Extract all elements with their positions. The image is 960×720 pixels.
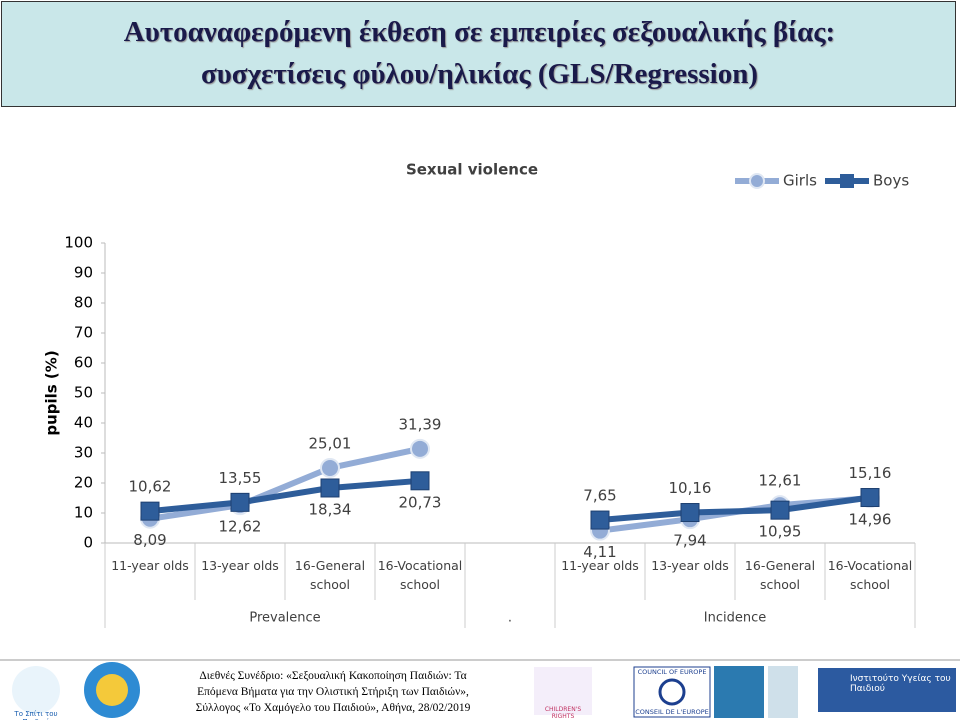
y-tick-label: 40 xyxy=(74,414,93,432)
logo-text: CONSEIL DE L'EUROPE xyxy=(635,708,709,716)
y-tick-label: 10 xyxy=(74,504,93,522)
data-label: 31,39 xyxy=(399,415,442,433)
logo-text: COUNCIL OF EUROPE xyxy=(637,668,707,676)
title: Αυτοαναφερόμενη έκθεση σε εμπειρίες σεξο… xyxy=(123,16,836,48)
logo-text: CHILDREN'S RIGHTS xyxy=(544,706,582,720)
y-axis-label: pupils (%) xyxy=(43,350,61,435)
y-tick-label: 90 xyxy=(74,264,93,282)
x-tick-label: 13-year olds xyxy=(201,558,279,573)
series-line xyxy=(599,494,871,524)
data-label: 7,65 xyxy=(583,487,616,505)
title: συσχετίσεις φύλου/ηλικίας (GLS/Regressio… xyxy=(200,58,759,90)
y-tick-label: 100 xyxy=(64,234,93,252)
series-line xyxy=(149,445,421,522)
footer-line: Σύλλογος «Το Χαμόγελο του Παιδιού», Αθήν… xyxy=(195,702,471,714)
marker xyxy=(410,438,430,459)
logo-icon xyxy=(12,666,60,714)
data-label: 13,55 xyxy=(219,469,262,487)
marker xyxy=(320,457,340,478)
group-label: Incidence xyxy=(704,611,766,626)
group-label: . xyxy=(508,611,512,626)
data-label: 18,34 xyxy=(309,500,352,518)
x-tick-label: 13-year olds xyxy=(651,558,729,573)
y-tick-label: 70 xyxy=(74,324,93,342)
logo-box xyxy=(714,666,764,718)
legend-marker xyxy=(749,173,765,189)
logo-box xyxy=(534,667,592,715)
logo-box xyxy=(818,668,956,712)
x-tick-label: 16-Vocational school xyxy=(377,558,463,592)
x-tick-label: 16-General school xyxy=(744,558,816,592)
footer-line: Διεθνές Συνέδριο: «Σεξουαλική Κακοποίηση… xyxy=(199,670,467,682)
legend-label: Boys xyxy=(873,172,909,190)
y-tick-label: 80 xyxy=(74,294,93,312)
y-tick-label: 60 xyxy=(74,354,93,372)
data-label: 10,16 xyxy=(669,479,712,497)
y-tick-label: 50 xyxy=(74,384,93,402)
data-label: 12,61 xyxy=(759,472,802,490)
data-label: 7,94 xyxy=(673,532,706,550)
y-tick-label: 0 xyxy=(83,534,93,552)
logo-icon xyxy=(96,674,128,706)
x-tick-label: 11-year olds xyxy=(561,558,639,573)
y-tick-label: 20 xyxy=(74,474,93,492)
marker xyxy=(590,510,610,530)
marker xyxy=(320,478,340,498)
header: Αυτοαναφερόμενη έκθεση σε εμπειρίες σεξο… xyxy=(1,1,956,107)
logo-text: Το Σπίτι του Παιδιού xyxy=(14,710,58,720)
group-label: Prevalence xyxy=(249,611,320,626)
data-label: 10,95 xyxy=(759,523,802,541)
logo-icon xyxy=(658,678,686,706)
x-tick-label: 16-General school xyxy=(294,558,366,592)
x-tick-label: 11-year olds xyxy=(111,558,189,573)
logo-box xyxy=(768,666,798,718)
x-tick-label: 16-Vocational school xyxy=(827,558,913,592)
marker xyxy=(680,503,700,523)
data-label: 4,11 xyxy=(583,543,616,561)
marker xyxy=(770,500,790,520)
marker xyxy=(230,492,250,512)
y-tick-label: 30 xyxy=(74,444,93,462)
chart-title: Sexual violence xyxy=(406,161,538,179)
footer-line: Επόμενα Βήματα για την Ολιστική Στήριξη … xyxy=(197,686,469,698)
series-line xyxy=(149,477,421,515)
data-label: 8,09 xyxy=(133,531,166,549)
marker xyxy=(860,488,880,508)
logo-text: Ινστιτούτο Υγείας του Παιδιού xyxy=(850,674,951,694)
data-label: 20,73 xyxy=(399,493,442,511)
marker xyxy=(140,501,160,521)
legend-label: Girls xyxy=(783,172,817,190)
legend-marker xyxy=(840,174,854,188)
logo-box xyxy=(633,666,711,718)
data-label: 25,01 xyxy=(309,434,352,452)
marker xyxy=(410,471,430,491)
data-label: 15,16 xyxy=(849,464,892,482)
footer-text: Διεθνές Συνέδριο: «Σεξουαλική Κακοποίηση… xyxy=(138,668,528,716)
data-label: 10,62 xyxy=(129,478,172,496)
data-label: 14,96 xyxy=(849,511,892,529)
data-label: 12,62 xyxy=(219,518,262,536)
